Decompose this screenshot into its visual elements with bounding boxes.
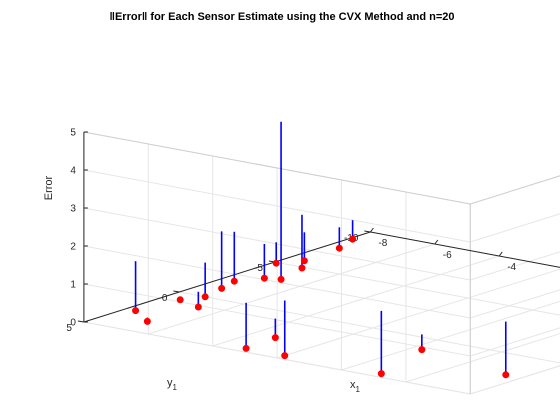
y-axis-label: y1	[167, 377, 178, 392]
stem-marker	[418, 346, 426, 354]
side-wall-grid-line	[470, 365, 560, 395]
x-tick-label: -8	[378, 238, 387, 249]
z-tick-label: 3	[70, 204, 76, 215]
z-tick-label: 2	[70, 242, 76, 253]
stem-marker	[176, 296, 184, 304]
x-axis-label: x1	[350, 379, 361, 394]
z-tick-label: 5	[70, 128, 76, 139]
back-wall-grid-line	[83, 169, 471, 243]
stem-marker	[300, 257, 308, 265]
side-wall-grid-line	[470, 251, 560, 281]
stem-marker	[271, 334, 279, 342]
back-wall-grid-line	[83, 321, 471, 395]
box-edge	[470, 175, 560, 205]
y-axis-label-sub: 1	[173, 383, 178, 392]
floor-grid-line	[370, 231, 560, 268]
back-wall-grid-line	[83, 207, 471, 281]
grid-lines	[83, 131, 560, 395]
stem-marker	[502, 371, 510, 379]
stem-marker	[277, 275, 285, 283]
stem-marker	[298, 264, 306, 272]
y-tick-label: -5	[254, 263, 263, 274]
stem-marker	[242, 344, 250, 352]
x-axis-label-sub: 1	[356, 385, 361, 394]
x-axis-label-main: x	[350, 379, 356, 391]
z-tick-label: 0	[70, 318, 76, 329]
side-wall-grid-line	[470, 289, 560, 319]
stem-marker	[201, 293, 209, 301]
floor-grid-line	[148, 243, 435, 335]
floor-grid-line	[212, 255, 500, 347]
markers	[132, 235, 510, 379]
z-tick-label: 4	[70, 166, 76, 177]
z-axis-label: Error	[43, 175, 55, 200]
box-edge	[83, 131, 471, 205]
floor-grid-line	[405, 333, 560, 383]
stems	[134, 121, 507, 375]
stem-marker	[272, 259, 280, 267]
x-tick-label: -4	[507, 262, 516, 273]
y-tick-label: 5	[66, 323, 72, 334]
x-tick	[434, 239, 439, 245]
side-wall-grid-line	[470, 327, 560, 357]
floor-grid-line	[179, 291, 560, 364]
side-wall-grid-line	[470, 213, 560, 243]
y-tick-label: 0	[162, 293, 168, 304]
back-wall-grid-line	[83, 283, 471, 357]
stem-marker	[218, 284, 226, 292]
stem-marker	[377, 370, 385, 378]
stem-marker	[349, 235, 357, 243]
back-wall-grid-line	[83, 245, 471, 319]
stem-marker	[194, 303, 202, 311]
y-tick	[77, 320, 84, 323]
floor-grid-line	[274, 261, 560, 316]
x-tick-label: -6	[443, 250, 452, 261]
y-tick	[173, 290, 180, 293]
chart-title: ‖Error‖ for Each Sensor Estimate using t…	[110, 11, 455, 23]
x-tick	[498, 251, 503, 257]
x-tick	[369, 227, 374, 233]
floor-grid-line	[276, 268, 560, 359]
z-tick-label: 1	[70, 280, 76, 291]
x-axis-line	[370, 231, 560, 268]
stem-marker	[230, 277, 238, 285]
floor-grid-line	[341, 300, 560, 371]
stem-marker	[132, 307, 140, 315]
side-wall-grid-line	[470, 175, 560, 205]
y-tick	[364, 230, 371, 233]
stem-marker	[335, 244, 343, 252]
axes	[77, 131, 560, 323]
stem-marker	[143, 317, 151, 325]
stem-marker	[260, 274, 268, 282]
y-axis-line	[83, 231, 371, 323]
stem-marker	[281, 352, 289, 360]
y-axis-label-main: y	[167, 377, 173, 389]
